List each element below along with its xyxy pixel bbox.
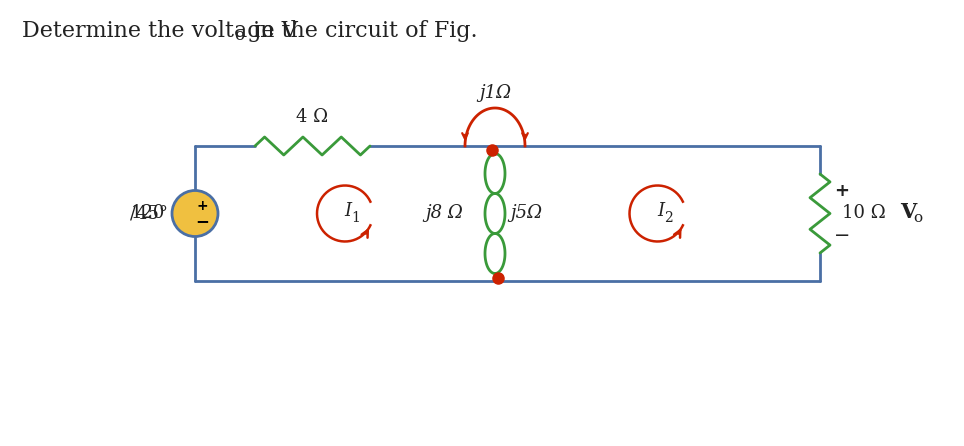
Text: o: o bbox=[913, 211, 923, 224]
Text: j5Ω: j5Ω bbox=[510, 205, 542, 223]
Text: in the circuit of Fig.: in the circuit of Fig. bbox=[246, 20, 477, 42]
Text: 1: 1 bbox=[352, 211, 361, 224]
Text: +: + bbox=[835, 182, 849, 201]
Text: 2: 2 bbox=[664, 211, 673, 224]
Text: 10 Ω: 10 Ω bbox=[842, 205, 886, 223]
Circle shape bbox=[172, 190, 218, 236]
Text: I: I bbox=[656, 202, 664, 220]
Text: Determine the voltage V: Determine the voltage V bbox=[22, 20, 298, 42]
Text: I: I bbox=[344, 202, 352, 220]
Text: j8 Ω: j8 Ω bbox=[425, 205, 463, 223]
Text: j1Ω: j1Ω bbox=[479, 84, 511, 102]
Text: V: V bbox=[900, 202, 916, 222]
Text: −: − bbox=[195, 212, 209, 231]
Text: 120: 120 bbox=[131, 205, 165, 223]
Text: /45° V: /45° V bbox=[130, 205, 187, 223]
Text: −: − bbox=[834, 226, 850, 245]
Text: +: + bbox=[197, 199, 208, 214]
Text: o: o bbox=[234, 28, 244, 45]
Text: 4 Ω: 4 Ω bbox=[297, 108, 329, 126]
